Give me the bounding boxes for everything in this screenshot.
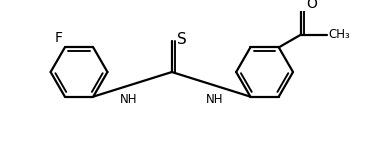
Text: CH₃: CH₃ [329, 28, 350, 41]
Text: S: S [177, 32, 187, 47]
Text: F: F [55, 31, 63, 45]
Text: O: O [306, 0, 317, 11]
Text: NH: NH [206, 93, 224, 106]
Text: NH: NH [120, 93, 137, 106]
